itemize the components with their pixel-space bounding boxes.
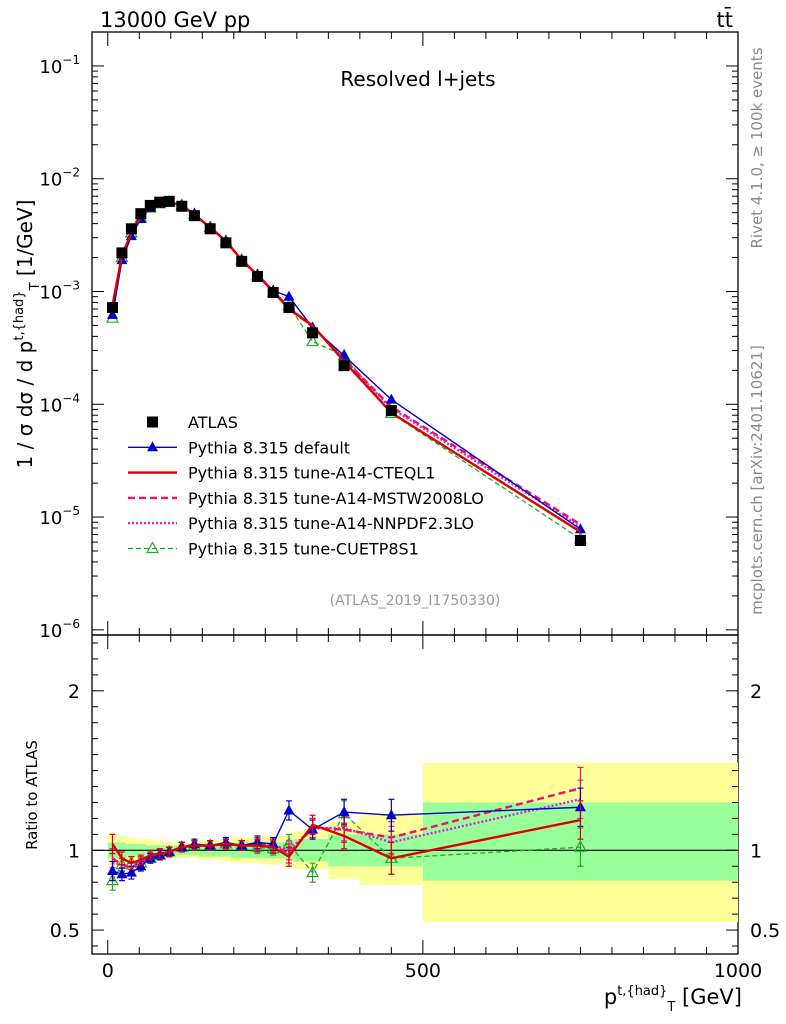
ratio-point-default: [385, 809, 397, 820]
legend-entry-mstw: Pythia 8.315 tune-A14-MSTW2008LO: [128, 489, 484, 508]
data-point-atlas: [116, 247, 128, 259]
data-point-atlas: [385, 405, 397, 417]
data-point-atlas: [144, 199, 156, 211]
main-y-tick-label: 10−5: [39, 504, 80, 529]
ratio-point-default: [106, 865, 118, 876]
data-point-atlas: [338, 360, 350, 372]
ratio-y-tick-label-right: 2: [750, 681, 762, 703]
rivet-side-label: Rivet 4.1.0, ≥ 100k events: [748, 47, 766, 248]
ratio-point-cuetp8s1: [573, 839, 587, 852]
data-point-atlas: [307, 327, 319, 339]
legend-entry-cuetp8s1: Pythia 8.315 tune-CUETP8S1: [128, 540, 419, 559]
mcplots-side-label: mcplots.cern.ch [arXiv:2401.10621]: [748, 345, 766, 615]
legend-marker-cuetp8s1: [145, 541, 160, 554]
point-cuetp8s1: [306, 334, 320, 347]
plot-title: Resolved l+jets: [340, 67, 495, 91]
analysis-watermark: (ATLAS_2019_I1750330): [330, 593, 501, 609]
ratio-y-tick-label: 0.5: [50, 920, 80, 942]
data-point-atlas: [125, 223, 137, 235]
x-tick-label: 0: [102, 960, 114, 982]
ratio-y-tick-label-right: 0.5: [750, 920, 780, 942]
legend-entry-default: Pythia 8.315 default: [128, 438, 350, 457]
data-point-atlas: [574, 534, 586, 546]
main-y-tick-label: 10−2: [39, 166, 80, 191]
x-axis-label: pt,{had}T [GeV]: [604, 984, 742, 1015]
data-point-atlas: [204, 223, 216, 235]
legend-label-cteql1: Pythia 8.315 tune-A14-CTEQL1: [188, 464, 435, 483]
ratio-y-axis-label: Ratio to ATLAS: [23, 740, 41, 850]
ratio-point-default: [125, 866, 137, 877]
data-point-atlas: [154, 196, 166, 208]
svg-text:1 / σ dσ / d pt,{had}T [1/GeV]: 1 / σ dσ / d pt,{had}T [1/GeV]: [12, 200, 43, 469]
ratio-y-tick-label-right: 1: [750, 840, 762, 862]
header-energy-label: 13000 GeV pp: [100, 8, 250, 32]
ratio-point-default: [283, 804, 295, 815]
data-point-atlas: [283, 302, 295, 314]
x-tick-label: 1000: [714, 960, 762, 982]
point-default: [385, 393, 397, 404]
data-point-atlas: [251, 270, 263, 282]
data-point-atlas: [267, 286, 279, 298]
legend-entry-cteql1: Pythia 8.315 tune-A14-CTEQL1: [128, 464, 435, 483]
ratio-y-tick-label: 1: [68, 840, 80, 862]
data-point-atlas: [220, 237, 232, 249]
ratio-point-default: [338, 806, 350, 817]
legend-label-default: Pythia 8.315 default: [188, 438, 350, 457]
ratio-y-tick-label: 2: [68, 681, 80, 703]
legend-entry-data: ATLAS: [147, 413, 238, 432]
data-point-atlas: [163, 195, 175, 207]
ratio-point-cuetp8s1: [105, 873, 119, 886]
data-point-atlas: [135, 208, 147, 220]
point-default: [106, 308, 118, 319]
data-point-atlas: [236, 255, 248, 267]
data-point-atlas: [188, 210, 200, 222]
legend-entry-nnpdf: Pythia 8.315 tune-A14-NNPDF2.3LO: [128, 514, 474, 533]
ratio-point-cuetp8s1: [306, 865, 320, 878]
legend-label-mstw: Pythia 8.315 tune-A14-MSTW2008LO: [188, 489, 484, 508]
main-y-tick-label: 10−4: [39, 391, 80, 416]
legend-label-cuetp8s1: Pythia 8.315 tune-CUETP8S1: [188, 540, 419, 559]
legend-marker-default: [147, 441, 158, 452]
legend-label-data: ATLAS: [188, 413, 238, 432]
main-y-tick-label: 10−3: [39, 279, 80, 304]
header-process-label: tt̄: [717, 7, 733, 32]
data-point-atlas: [106, 302, 118, 314]
main-y-tick-label: 10−6: [39, 617, 80, 642]
point-default: [283, 290, 295, 301]
legend-marker-data: [147, 416, 158, 428]
data-point-atlas: [176, 200, 188, 212]
x-tick-label: 500: [405, 960, 441, 982]
ratio-point-default: [116, 868, 128, 879]
main-y-tick-label: 10−1: [39, 53, 80, 78]
main-y-axis-label: 1 / σ dσ / d pt,{had}T [1/GeV]: [12, 200, 43, 469]
legend-label-nnpdf: Pythia 8.315 tune-A14-NNPDF2.3LO: [188, 514, 474, 533]
